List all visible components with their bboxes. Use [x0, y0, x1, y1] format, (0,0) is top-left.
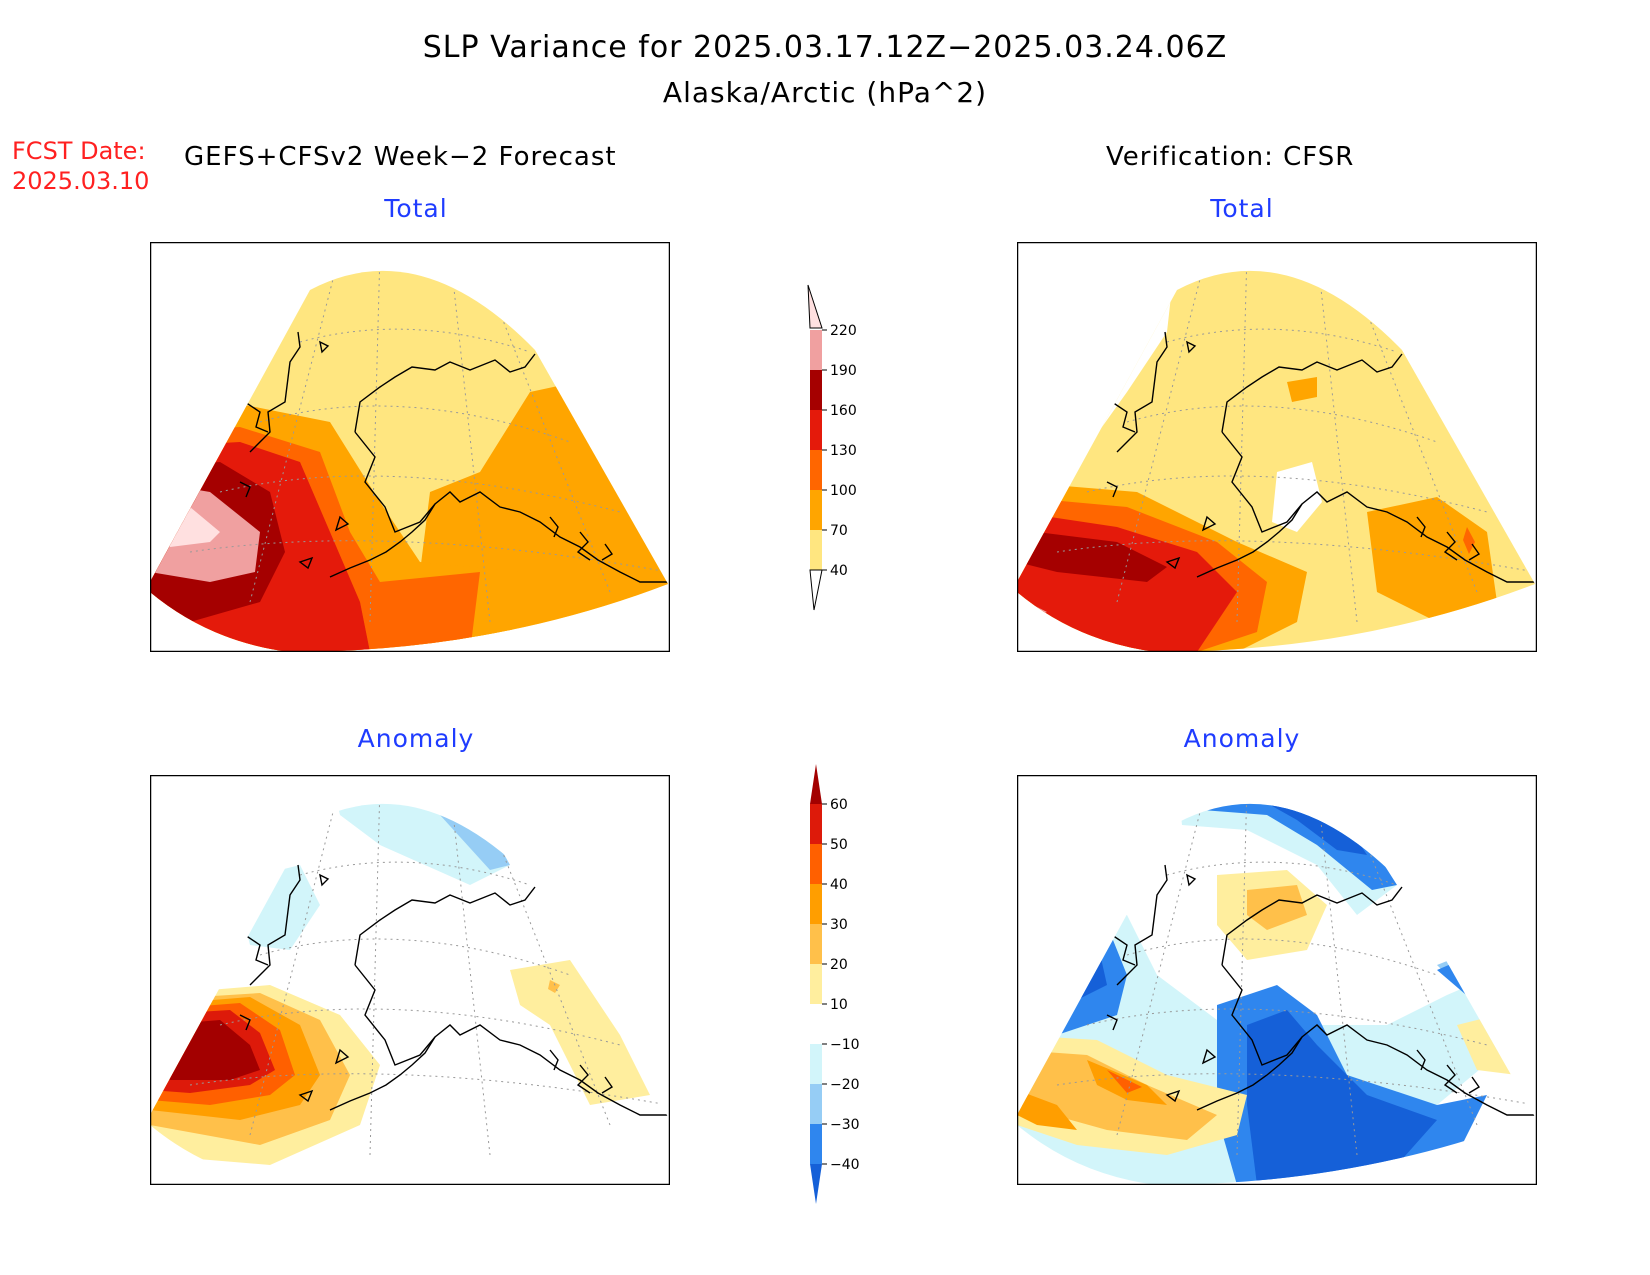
main-title: SLP Variance for 2025.03.17.12Z−2025.03.…	[422, 30, 1228, 65]
main-subtitle: Alaska/Arctic (hPa^2)	[662, 76, 988, 109]
anomaly-colorbar-label: −10	[830, 1037, 860, 1053]
total-colorbar-label: 70	[830, 523, 848, 539]
total-colorbar-label: 40	[830, 563, 848, 579]
fcst-anomaly-title: Anomaly	[357, 724, 475, 753]
forecast-header: GEFS+CFSv2 Week−2 Forecast	[184, 142, 617, 172]
anomaly-colorbar-band	[810, 964, 822, 1004]
total-colorbar-label: 190	[830, 363, 857, 379]
anomaly-colorbar-band	[810, 1164, 822, 1204]
total-colorbar-band	[810, 410, 822, 450]
verif-total-title: Total	[1210, 194, 1274, 223]
forecast-total-map	[150, 242, 670, 652]
total-colorbar-label: 100	[830, 483, 857, 499]
fcst-date-label: FCST Date:	[12, 137, 146, 165]
total-colorbar-label: 130	[830, 443, 857, 459]
anomaly-colorbar-band	[810, 804, 822, 844]
verification-total-map	[1017, 242, 1537, 652]
anomaly-colorbar-band	[810, 884, 822, 924]
total-colorbar-band	[810, 370, 822, 410]
anomaly-colorbar-label: 20	[830, 957, 848, 973]
anomaly-colorbar-label: −40	[830, 1157, 860, 1173]
total-colorbar: 40 70 100 130 160 190 220	[807, 284, 857, 611]
fcst-total-title: Total	[384, 194, 448, 223]
anomaly-colorbar-band	[810, 1124, 822, 1164]
total-colorbar-labels: 40 70 100 130 160 190 220	[822, 323, 857, 579]
fcst-date-value: 2025.03.10	[12, 167, 150, 195]
anomaly-colorbar-label: 10	[830, 997, 848, 1013]
anomaly-colorbar-label: 30	[830, 917, 848, 933]
anomaly-colorbar-band	[810, 1044, 822, 1084]
anomaly-colorbar-band	[810, 1004, 822, 1044]
anomaly-colorbar-labels: −40 −30 −20 −10 10 20 30 40 50 60	[822, 797, 860, 1173]
forecast-anomaly-map	[150, 775, 670, 1185]
anomaly-colorbar-band	[810, 924, 822, 964]
anomaly-colorbar-label: −20	[830, 1077, 860, 1093]
total-colorbar-band	[810, 490, 822, 530]
total-colorbar-band	[810, 450, 822, 490]
anomaly-colorbar-label: 40	[830, 877, 848, 893]
anomaly-colorbar-label: −30	[830, 1117, 860, 1133]
total-colorbar-label: 160	[830, 403, 857, 419]
anomaly-colorbar-band	[810, 764, 822, 804]
anomaly-colorbar-label: 60	[830, 797, 848, 813]
total-colorbar-band	[810, 330, 822, 370]
verification-header: Verification: CFSR	[1106, 142, 1355, 172]
total-colorbar-band	[810, 530, 822, 570]
verif-anomaly-title: Anomaly	[1183, 724, 1301, 753]
anomaly-colorbar: −40 −30 −20 −10 10 20 30 40 50 60	[810, 764, 860, 1204]
anomaly-colorbar-label: 50	[830, 837, 848, 853]
total-colorbar-label: 220	[830, 323, 857, 339]
anomaly-colorbar-swatches	[810, 764, 822, 1204]
verification-anomaly-map	[1017, 775, 1537, 1185]
total-colorbar-swatches	[810, 330, 822, 570]
fcst-date-block: FCST Date: 2025.03.10	[12, 136, 149, 196]
anomaly-colorbar-band	[810, 844, 822, 884]
anomaly-colorbar-band	[810, 1084, 822, 1124]
